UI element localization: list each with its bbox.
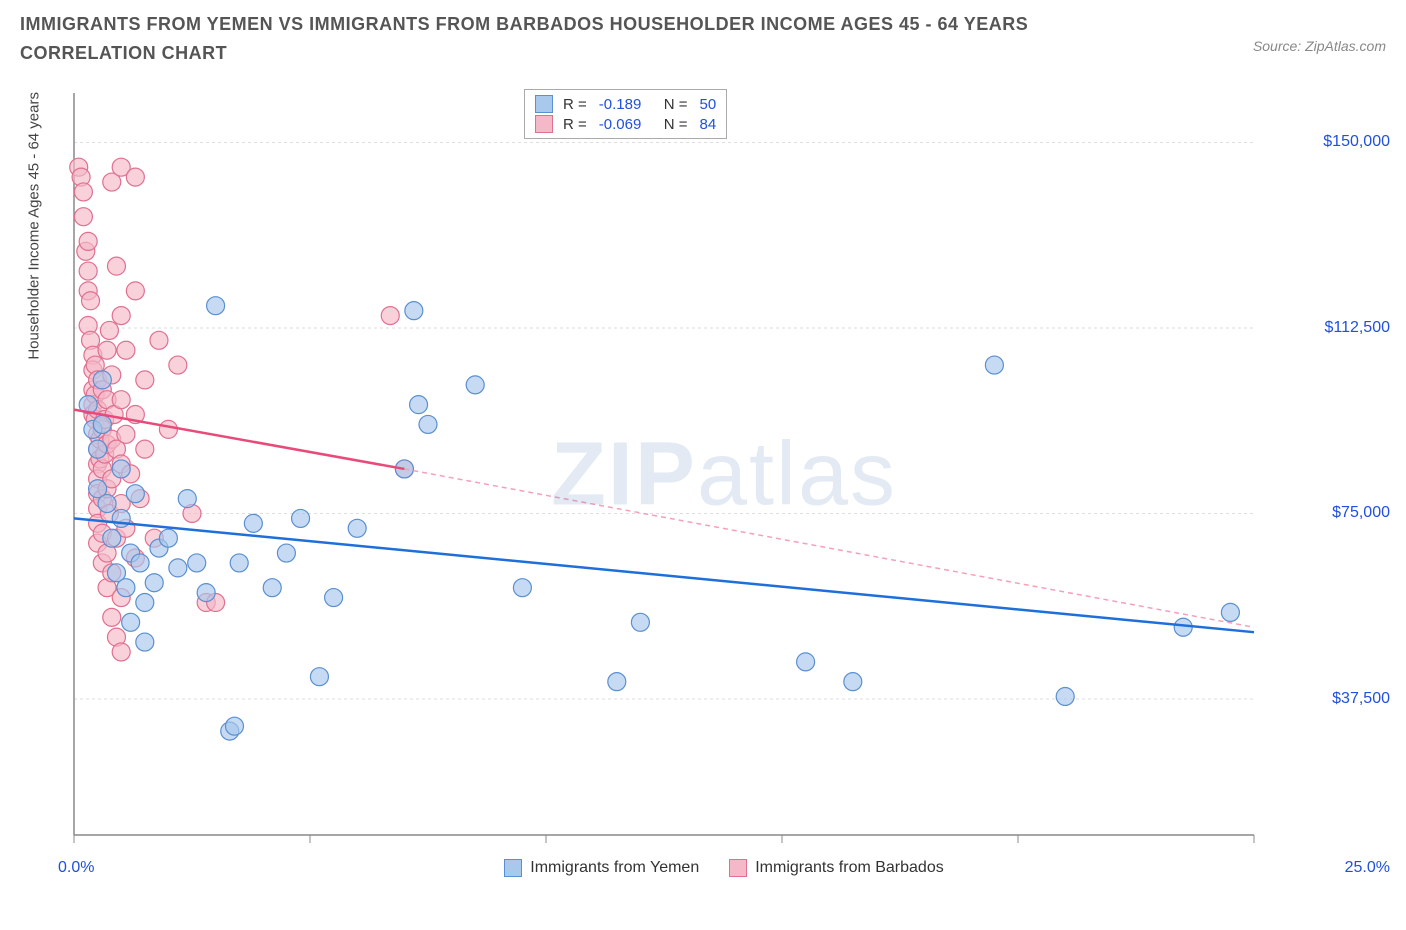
source-label: Source: ZipAtlas.com bbox=[1253, 38, 1386, 54]
legend-swatch-yemen bbox=[504, 859, 522, 877]
legend-item-yemen: Immigrants from Yemen bbox=[504, 859, 699, 877]
legend-swatch-barbados bbox=[535, 115, 553, 133]
chart-container: Householder Income Ages 45 - 64 years ZI… bbox=[44, 85, 1384, 875]
n-label: N = bbox=[664, 116, 688, 133]
legend-label-yemen: Immigrants from Yemen bbox=[530, 859, 699, 877]
y-axis-label: Householder Income Ages 45 - 64 years bbox=[26, 92, 43, 360]
legend-series: Immigrants from Yemen Immigrants from Ba… bbox=[64, 859, 1384, 877]
n-value-yemen: 50 bbox=[700, 96, 717, 113]
r-label: R = bbox=[563, 96, 587, 113]
legend-label-barbados: Immigrants from Barbados bbox=[755, 859, 944, 877]
x-min-label: 0.0% bbox=[58, 859, 94, 877]
y-tick-label: $37,500 bbox=[1332, 690, 1390, 708]
y-tick-label: $75,000 bbox=[1332, 504, 1390, 522]
scatter-chart bbox=[64, 85, 1384, 875]
legend-stats-row-barbados: R = -0.069 N = 84 bbox=[535, 114, 716, 134]
chart-title: IMMIGRANTS FROM YEMEN VS IMMIGRANTS FROM… bbox=[20, 10, 1120, 68]
r-value-yemen: -0.189 bbox=[599, 96, 654, 113]
legend-swatch-barbados bbox=[729, 859, 747, 877]
legend-stats: R = -0.189 N = 50 R = -0.069 N = 84 bbox=[524, 89, 727, 139]
legend-stats-row-yemen: R = -0.189 N = 50 bbox=[535, 94, 716, 114]
n-value-barbados: 84 bbox=[700, 116, 717, 133]
x-max-label: 25.0% bbox=[1345, 859, 1390, 877]
legend-item-barbados: Immigrants from Barbados bbox=[729, 859, 944, 877]
r-value-barbados: -0.069 bbox=[599, 116, 654, 133]
plot-area: ZIPatlas R = -0.189 N = 50 R = -0.069 N … bbox=[64, 85, 1384, 875]
header: IMMIGRANTS FROM YEMEN VS IMMIGRANTS FROM… bbox=[0, 0, 1406, 72]
y-tick-label: $150,000 bbox=[1323, 133, 1390, 151]
y-tick-label: $112,500 bbox=[1324, 319, 1390, 337]
n-label: N = bbox=[664, 96, 688, 113]
r-label: R = bbox=[563, 116, 587, 133]
legend-swatch-yemen bbox=[535, 95, 553, 113]
